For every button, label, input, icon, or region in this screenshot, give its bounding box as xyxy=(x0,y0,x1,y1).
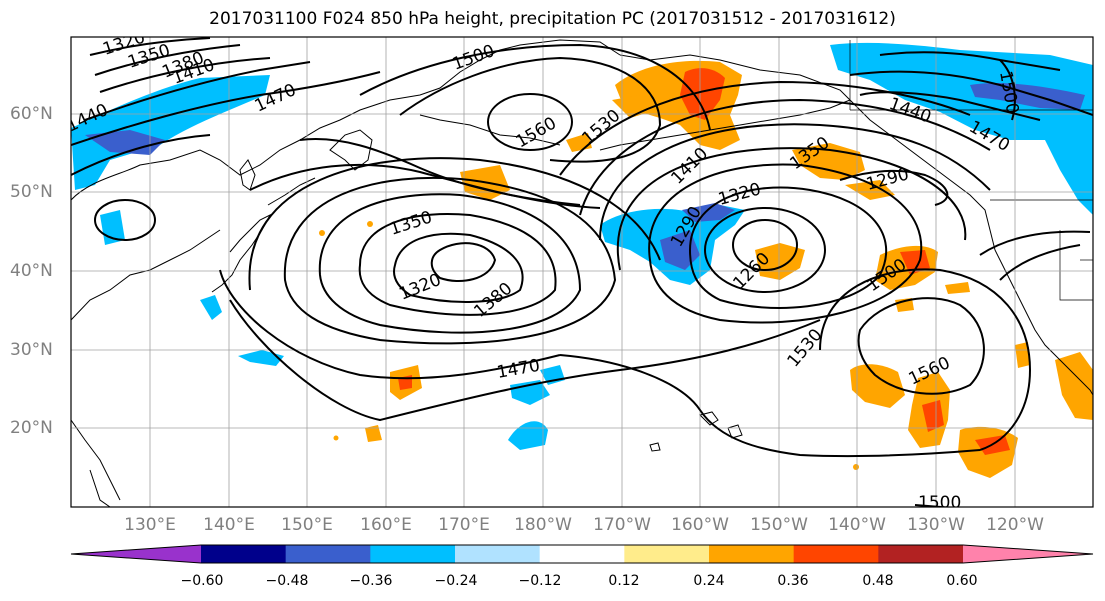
colorbar-segment xyxy=(201,545,287,563)
colorbar-segment xyxy=(624,545,710,563)
lon-label: 170°E xyxy=(438,515,490,535)
lat-label: 30°N xyxy=(10,340,53,360)
colorbar-tick-label: 0.60 xyxy=(946,573,978,589)
colorbar-tick-label: −0.60 xyxy=(180,573,224,589)
colorbar-tick-label: −0.48 xyxy=(265,573,309,589)
gridlines xyxy=(71,37,1093,507)
lon-label: 180°W xyxy=(514,515,572,535)
lon-label: 150°W xyxy=(750,515,808,535)
contour-label: 1500 xyxy=(918,493,961,513)
lat-label: 60°N xyxy=(10,104,53,124)
lon-label: 160°E xyxy=(360,515,412,535)
height-contours xyxy=(71,37,1093,507)
colorbar-segment xyxy=(709,545,795,563)
colorbar-outline xyxy=(70,544,1094,564)
precipitation-shading xyxy=(71,42,1093,478)
lon-label: 120°W xyxy=(986,515,1044,535)
lon-label: 160°W xyxy=(671,515,729,535)
colorbar-tick-label: 0.12 xyxy=(608,573,640,589)
coastlines xyxy=(71,39,1093,507)
colorbar-tick-label: 0.48 xyxy=(862,573,894,589)
colorbar-tick-label: 0.36 xyxy=(777,573,809,589)
colorbar-tick-label: −0.12 xyxy=(518,573,562,589)
map-title: 2017031100 F024 850 hPa height, precipit… xyxy=(209,9,896,29)
precipitation-colorbar xyxy=(70,544,1094,564)
lon-label: 130°E xyxy=(124,515,176,535)
colorbar-segment xyxy=(370,545,456,563)
colorbar-extend-min xyxy=(71,545,201,563)
lon-label: 150°E xyxy=(281,515,333,535)
colorbar-tick-label: 0.24 xyxy=(693,573,725,589)
colorbar-tick-label: −0.36 xyxy=(349,573,393,589)
map-frame xyxy=(70,36,1094,508)
colorbar-extend-max xyxy=(963,545,1093,563)
colorbar-tick-label: −0.24 xyxy=(434,573,478,589)
lon-label: 140°W xyxy=(828,515,886,535)
colorbar-segment xyxy=(285,545,371,563)
colorbar-segment xyxy=(539,545,625,563)
lon-label: 170°W xyxy=(593,515,651,535)
lon-label: 130°W xyxy=(907,515,965,535)
lat-label: 20°N xyxy=(10,418,53,438)
colorbar-segment xyxy=(793,545,879,563)
lon-label: 140°E xyxy=(203,515,255,535)
colorbar-segment xyxy=(455,545,541,563)
lat-label: 50°N xyxy=(10,182,53,202)
colorbar-segment xyxy=(878,545,964,563)
lat-label: 40°N xyxy=(10,261,53,281)
